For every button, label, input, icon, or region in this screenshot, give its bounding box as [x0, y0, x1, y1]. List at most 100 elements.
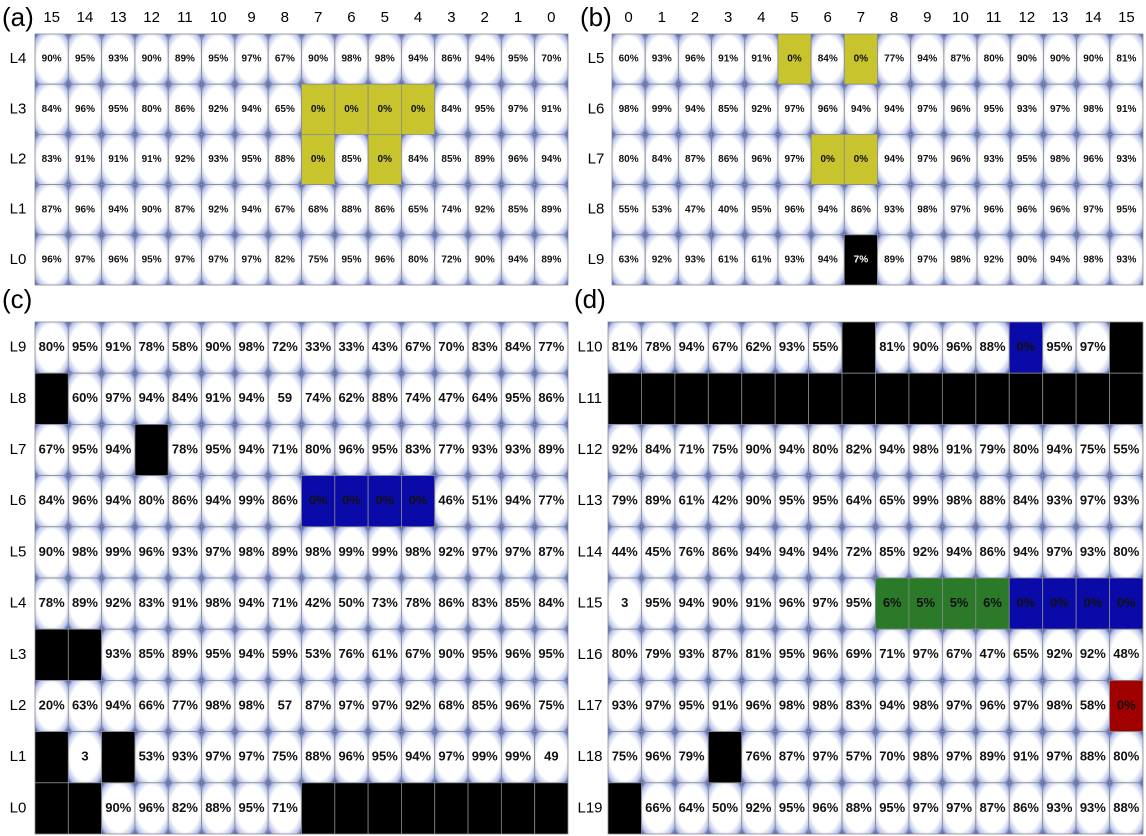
cell-value: 7%: [854, 255, 869, 266]
row-label: L2: [10, 150, 27, 167]
cell-value: 89%: [884, 255, 904, 266]
cell-value: 91%: [205, 390, 231, 405]
cell-value: 91%: [712, 697, 738, 712]
cell-value: 66%: [645, 800, 671, 815]
cell-value: 87%: [980, 800, 1006, 815]
cell-value: 55%: [619, 204, 639, 215]
cell-value: 93%: [785, 255, 805, 266]
cell-value: 73%: [372, 595, 398, 610]
cell-value: 97%: [946, 800, 972, 815]
cell-value: 96%: [72, 493, 98, 508]
cell-value: 43%: [372, 339, 398, 354]
cell-value: 95%: [475, 104, 495, 115]
cell-value: 50%: [712, 800, 738, 815]
cell-value: 94%: [475, 54, 495, 65]
cell-value: 95%: [779, 493, 805, 508]
cell-value: 96%: [1083, 154, 1103, 165]
cell-value: 86%: [980, 544, 1006, 559]
detector-cell: [35, 732, 68, 783]
cell-value: 95%: [879, 800, 905, 815]
cell-value: 94%: [505, 493, 531, 508]
cell-value: 62%: [745, 339, 771, 354]
cell-value: 97%: [508, 104, 528, 115]
cell-value: 97%: [917, 154, 937, 165]
cell-value: 96%: [338, 749, 364, 764]
cell-value: 90%: [105, 800, 131, 815]
cell-value: 86%: [712, 544, 738, 559]
cell-value: 92%: [475, 204, 495, 215]
cell-value: 85%: [718, 104, 738, 115]
cell-value: 97%: [1050, 104, 1070, 115]
cell-value: 94%: [508, 255, 528, 266]
cell-value: 89%: [541, 204, 561, 215]
cell-value: 53%: [652, 204, 672, 215]
cell-value: 80%: [1113, 544, 1139, 559]
cell-value: 94%: [818, 255, 838, 266]
cell-value: 79%: [612, 493, 638, 508]
cell-value: 81%: [879, 339, 905, 354]
cell-value: 91%: [108, 154, 128, 165]
cell-value: 91%: [745, 595, 771, 610]
cell-value: 98%: [239, 697, 265, 712]
panel-label: (a): [2, 2, 34, 32]
cell-value: 83%: [42, 154, 62, 165]
cell-value: 97%: [1083, 204, 1103, 215]
cell-value: 94%: [884, 104, 904, 115]
cell-value: 82%: [172, 800, 198, 815]
cell-value: 90%: [142, 54, 162, 65]
cell-value: 58%: [172, 339, 198, 354]
cell-value: 98%: [812, 697, 838, 712]
cell-value: 61%: [679, 493, 705, 508]
row-label: L1: [10, 201, 27, 218]
cell-value: 94%: [242, 104, 262, 115]
cell-value: 67%: [405, 339, 431, 354]
cell-value: 99%: [372, 544, 398, 559]
cell-value: 97%: [785, 104, 805, 115]
cell-value: 93%: [172, 544, 198, 559]
cell-value: 80%: [619, 154, 639, 165]
cell-value: 84%: [172, 390, 198, 405]
cell-value: 95%: [242, 154, 262, 165]
cell-value: 91%: [105, 339, 131, 354]
detector-cell: [335, 783, 368, 834]
row-label: L17: [577, 697, 602, 714]
cell-value: 94%: [108, 204, 128, 215]
row-label: L0: [10, 799, 27, 816]
cell-value: 65%: [879, 493, 905, 508]
cell-value: 6%: [983, 595, 1002, 610]
cell-value: 98%: [950, 255, 970, 266]
cell-value: 0%: [378, 104, 393, 115]
cell-value: 98%: [913, 697, 939, 712]
cell-value: 79%: [679, 749, 705, 764]
cell-value: 71%: [879, 646, 905, 661]
cell-value: 90%: [205, 339, 231, 354]
detector-cell: [135, 424, 168, 475]
cell-value: 93%: [685, 255, 705, 266]
cell-value: 0%: [1117, 697, 1136, 712]
cell-value: 94%: [1013, 544, 1039, 559]
cell-value: 95%: [72, 441, 98, 456]
cell-value: 99%: [652, 104, 672, 115]
cell-value: 97%: [917, 255, 937, 266]
detector-cell: [1110, 373, 1143, 424]
cell-value: 87%: [950, 54, 970, 65]
cell-value: 68%: [308, 204, 328, 215]
detector-cell: [909, 373, 942, 424]
cell-value: 97%: [1080, 339, 1106, 354]
cell-value: 95%: [205, 646, 231, 661]
cell-value: 95%: [812, 493, 838, 508]
cell-value: 94%: [779, 441, 805, 456]
cell-value: 0%: [854, 154, 869, 165]
detector-cell: [675, 373, 708, 424]
cell-value: 0%: [344, 104, 359, 115]
cell-value: 92%: [745, 800, 771, 815]
row-label: L7: [10, 441, 27, 458]
cell-value: 94%: [239, 441, 265, 456]
cell-value: 92%: [405, 697, 431, 712]
cell-value: 0%: [378, 154, 393, 165]
cell-value: 70%: [541, 54, 561, 65]
cell-value: 97%: [1046, 544, 1072, 559]
cell-value: 0%: [411, 104, 426, 115]
cell-value: 90%: [1017, 255, 1037, 266]
cell-value: 86%: [175, 104, 195, 115]
